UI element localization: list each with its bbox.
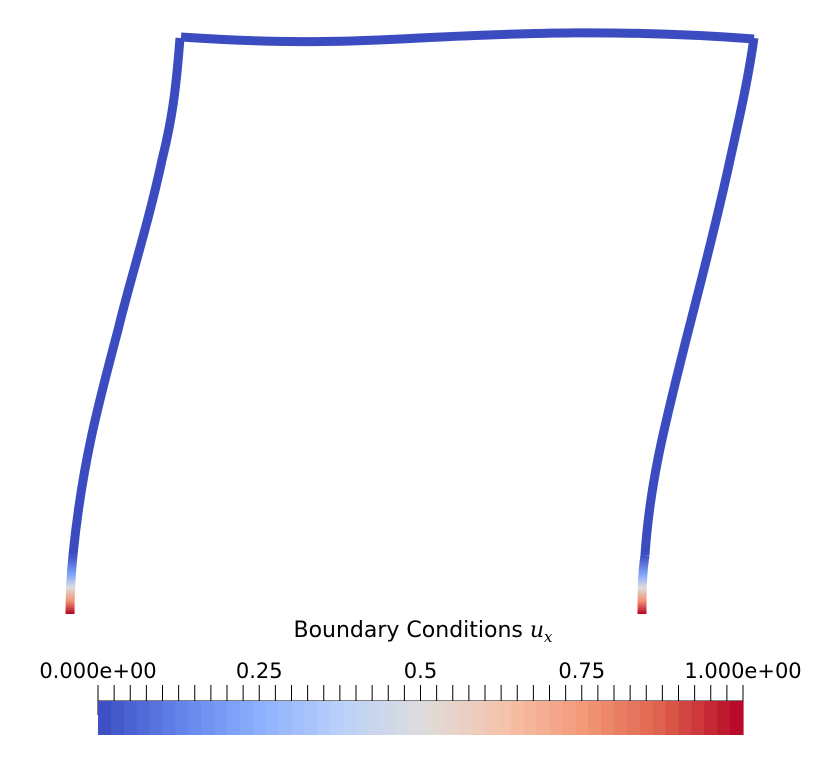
colorbar-segment [446,701,460,735]
colorbar-segment [239,701,254,735]
colorbar-segment [626,701,641,735]
colorbar-segment [394,701,409,735]
colorbar-segment [304,701,318,735]
colorbar-segment [201,701,215,735]
colorbar-tick-label: 0.75 [558,659,605,683]
colorbar-segment [575,701,589,735]
colorbar-segment [175,701,189,735]
colorbar-segment [123,701,138,735]
colorbar-segment [485,701,499,735]
colorbar-title-subscript: x [544,628,553,646]
colorbar-segment [497,701,512,735]
colorbar-tick-label: 0.000e+00 [39,659,156,683]
colorbar-segment [291,701,305,735]
colorbar-segment [343,701,357,735]
colorbar-segment [614,701,628,735]
colorbar-segment [562,701,576,735]
colorbar-segment [252,701,267,735]
colorbar-segment [330,701,344,735]
colorbar-tick-label: 0.5 [404,659,437,683]
colorbar-segment [549,701,563,735]
top-beam [180,28,755,47]
colorbar-segment [691,701,705,735]
colorbar-tick-label: 1.000e+00 [684,659,801,683]
colorbar-segment [536,701,551,735]
colorbar-title-variable: u [530,618,544,643]
colorbar-bar [98,701,744,735]
colorbar-segment [472,701,486,735]
left-column-base [65,554,78,615]
left-column [68,37,185,556]
right-column [640,37,759,556]
deformed-frame [65,28,759,615]
colorbar: Boundary Conditions ux 0.000e+00 0.25 0.5 0… [39,618,802,735]
colorbar-segment [214,701,228,735]
right-column-base [637,554,650,615]
colorbar-labels: 0.000e+00 0.25 0.5 0.75 1.000e+00 [39,659,801,683]
colorbar-segment [510,701,525,735]
colorbar-segment [420,701,434,735]
colorbar-segment [588,701,602,735]
colorbar-segment [652,701,667,735]
colorbar-segment [110,701,125,735]
colorbar-title: Boundary Conditions ux [293,618,553,646]
colorbar-segment [368,701,383,735]
colorbar-tick-label: 0.25 [236,659,283,683]
colorbar-segment [317,701,331,735]
colorbar-segment [407,701,422,735]
colorbar-segment [730,701,744,735]
colorbar-segment [356,701,370,735]
colorbar-segment [227,701,241,735]
colorbar-segment [601,701,615,735]
colorbar-segment [98,701,112,735]
colorbar-segment [717,701,731,735]
colorbar-segment [278,701,293,735]
colorbar-segment [433,701,447,735]
colorbar-segment [704,701,718,735]
colorbar-segment [162,701,176,735]
colorbar-segment [136,701,151,735]
colorbar-segment [459,701,473,735]
colorbar-segment [678,701,692,735]
colorbar-segment [188,701,202,735]
colorbar-segment [149,701,164,735]
colorbar-segment [381,701,396,735]
colorbar-segment [639,701,654,735]
colorbar-segment [665,701,680,735]
colorbar-segment [523,701,538,735]
colorbar-segment [265,701,280,735]
